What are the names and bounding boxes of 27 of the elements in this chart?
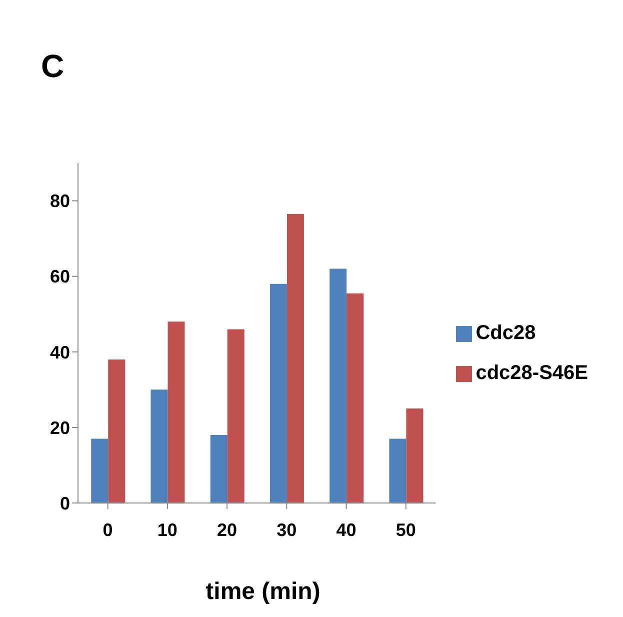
bar (227, 329, 244, 503)
x-tick-label: 20 (217, 520, 238, 540)
bar (168, 322, 185, 503)
bar (346, 293, 364, 503)
bar (330, 268, 347, 503)
y-tick-label: 0 (60, 493, 70, 514)
legend-label: Cdc28 (476, 322, 536, 344)
x-tick-label: 40 (336, 520, 356, 540)
x-tick-label: 10 (157, 520, 178, 540)
x-tick-label: 30 (276, 520, 297, 540)
y-tick-label: 40 (50, 342, 70, 362)
bar (91, 438, 108, 503)
bar (389, 438, 406, 503)
x-axis-title: time (min) (204, 578, 322, 606)
y-tick-label: 60 (50, 266, 70, 287)
bar (406, 408, 424, 503)
bar (108, 359, 126, 503)
legend-label: cdc28-S46E (476, 362, 588, 384)
x-tick-label: 50 (396, 520, 416, 540)
bar (150, 390, 168, 503)
x-tick-label: 0 (102, 520, 113, 540)
bar (286, 214, 304, 503)
y-tick-label: 20 (50, 418, 70, 438)
chart-title: C (41, 48, 64, 85)
bar (210, 435, 228, 503)
bar (270, 284, 287, 503)
y-tick-label: 80 (50, 191, 70, 212)
